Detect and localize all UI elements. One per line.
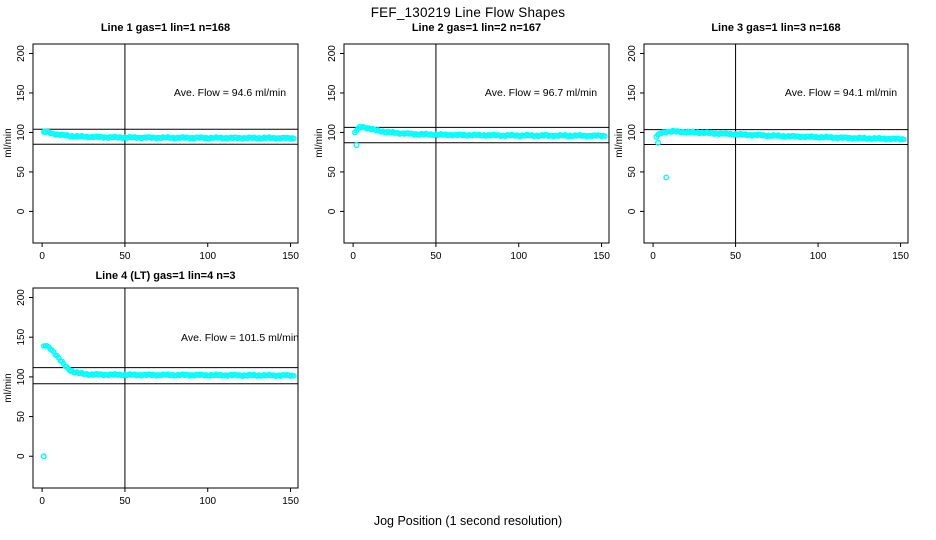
- y-tick-label: 100: [16, 124, 27, 141]
- subplot-1: 0 50 100 150 0 50 100 150 200: [16, 43, 299, 262]
- y-tick-label: 200: [327, 45, 338, 62]
- y-tick-label: 0: [16, 208, 27, 214]
- data-point-outlier: [41, 128, 48, 135]
- y-tick-label: 50: [16, 411, 27, 423]
- x-tick-label: 0: [39, 251, 45, 262]
- flow-data-points: [653, 127, 907, 181]
- x-tick-label: 150: [593, 251, 610, 262]
- x-tick-label: 100: [510, 251, 527, 262]
- x-axis-label: Jog Position (1 second resolution): [373, 514, 563, 528]
- x-tick-label: 100: [199, 496, 216, 507]
- y-tick-label: 50: [627, 166, 638, 178]
- subplot-2-ave-flow-annotation: Ave. Flow = 96.7 ml/min: [484, 87, 598, 99]
- subplot-3-ave-flow-annotation: Ave. Flow = 94.1 ml/min: [784, 87, 898, 99]
- y-tick-label: 150: [16, 328, 27, 345]
- y-tick-label: 100: [627, 124, 638, 141]
- data-point: [291, 372, 297, 379]
- y-tick-label: 0: [627, 208, 638, 214]
- subplot-1-y-axis-label: ml/min: [3, 128, 14, 158]
- data-point-outlier: [353, 142, 360, 149]
- x-tick-label: 50: [430, 251, 442, 262]
- x-tick-label: 100: [199, 251, 216, 262]
- subplot-3-y-axis-label: ml/min: [614, 128, 625, 158]
- x-tick-label: 150: [282, 496, 299, 507]
- y-tick-label: 200: [627, 45, 638, 62]
- y-tick-label: 150: [16, 84, 27, 101]
- subplot-4-ave-flow-annotation: Ave. Flow = 101.5 ml/min: [181, 332, 299, 344]
- x-tick-label: 50: [119, 251, 131, 262]
- data-point-outlier: [655, 139, 662, 146]
- subplot-4-y-axis-label: ml/min: [3, 373, 14, 403]
- plot-box: [343, 43, 610, 244]
- flow-data-points: [40, 128, 297, 142]
- subplot-1-ave-flow-annotation: Ave. Flow = 94.6 ml/min: [173, 87, 287, 99]
- data-point: [901, 136, 907, 143]
- y-tick-label: 100: [327, 124, 338, 141]
- y-tick-label: 0: [327, 208, 338, 214]
- subplot-3-title: Line 3 gas=1 lin=3 n=168: [711, 22, 841, 34]
- y-tick-label: 200: [16, 45, 27, 62]
- x-tick-label: 50: [119, 496, 131, 507]
- data-point: [291, 135, 297, 142]
- data-point-outlier: [663, 174, 670, 181]
- x-tick-label: 100: [810, 251, 827, 262]
- y-tick-label: 150: [627, 84, 638, 101]
- x-tick-label: 150: [282, 251, 299, 262]
- flow-data-points: [40, 342, 297, 460]
- data-point-outlier: [40, 453, 47, 460]
- subplot-2-title: Line 2 gas=1 lin=2 n=167: [411, 22, 542, 34]
- x-tick-label: 150: [892, 251, 909, 262]
- x-tick-label: 0: [650, 251, 656, 262]
- subplot-4: 0 50 100 150 0 50 100 150 200: [16, 287, 299, 507]
- subplot-2-y-axis-label: ml/min: [314, 128, 325, 158]
- data-point-outlier: [653, 133, 660, 140]
- flow-data-points: [351, 123, 608, 149]
- main-title: FEF_130219 Line Flow Shapes: [370, 5, 566, 20]
- y-tick-label: 200: [16, 289, 27, 306]
- subplot-2: 0 50 100 150 0 50 100 150 200: [327, 43, 610, 262]
- subplot-3: 0 50 100 150 0 50 100 150 200: [627, 43, 909, 262]
- x-tick-label: 0: [350, 251, 356, 262]
- y-tick-label: 0: [16, 453, 27, 459]
- x-tick-label: 0: [39, 496, 45, 507]
- plot-box: [32, 43, 299, 244]
- y-tick-label: 100: [16, 368, 27, 385]
- subplot-1-title: Line 1 gas=1 lin=1 n=168: [100, 22, 231, 34]
- y-tick-label: 50: [16, 166, 27, 178]
- y-tick-label: 150: [327, 84, 338, 101]
- plot-box: [643, 43, 909, 244]
- subplot-4-title: Line 4 (LT) gas=1 lin=4 n=3: [95, 270, 236, 282]
- y-tick-label: 50: [327, 166, 338, 178]
- x-tick-label: 50: [730, 251, 742, 262]
- data-point: [602, 133, 608, 139]
- plot-box: [32, 287, 299, 489]
